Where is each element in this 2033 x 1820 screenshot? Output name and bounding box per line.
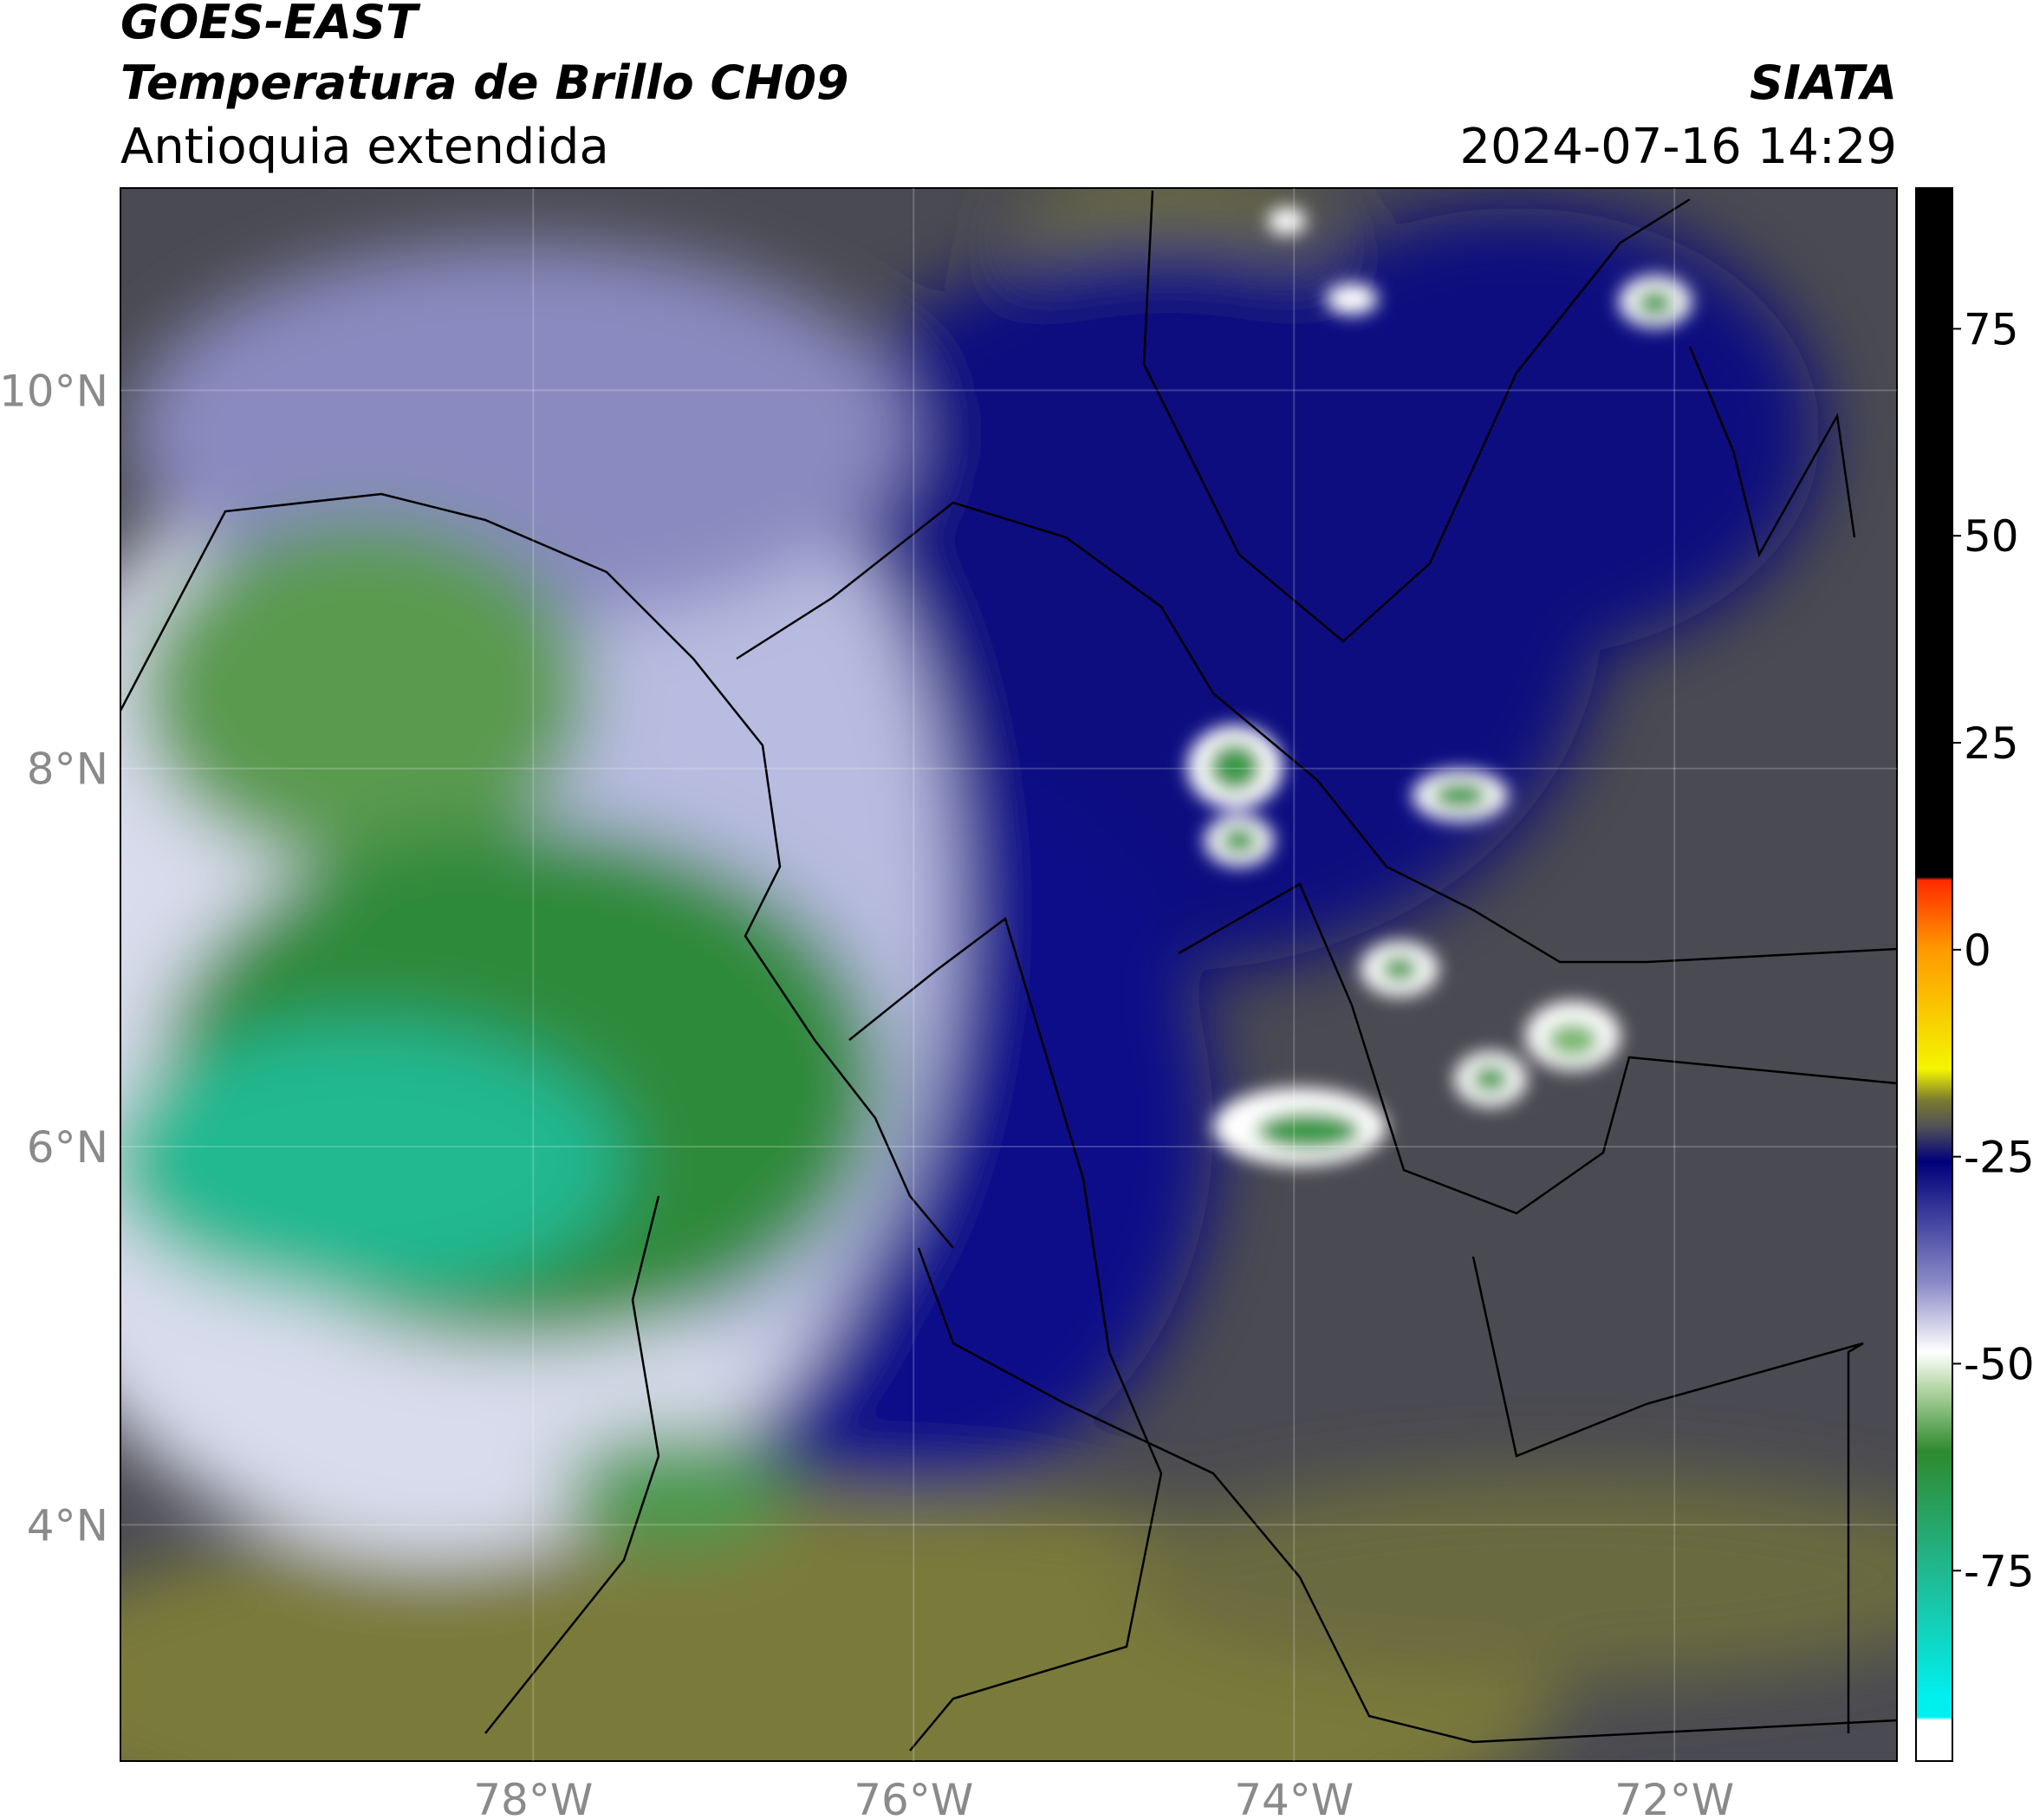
subtitle: Temperatura de Brillo CH09 [120,55,849,110]
colorbar [1915,187,1953,1762]
x-tick-label: 72°W [1614,1775,1734,1820]
y-tick-label: 10°N [0,366,108,416]
y-tick-label: 8°N [27,744,108,795]
colorbar-tick-label: -25 [1964,1133,2033,1183]
datetime: 2024-07-16 14:29 [1459,119,1897,175]
axes: 78°W 76°W 74°W 72°W 10°N 8°N 6°N 4°N 75 50 25 0 -25 -… [0,188,2033,1820]
colorbar-tick-label: 25 [1964,718,2019,769]
satellite-image [120,188,1897,1761]
map-frame [120,187,1898,1762]
colorbar-tick-label: -75 [1964,1546,2033,1596]
x-tick-label: 78°W [473,1775,593,1820]
colorbar-tick-label: 0 [1964,926,1991,976]
x-tick-label: 74°W [1234,1775,1354,1820]
region: Antioquia extendida [120,119,609,175]
x-tick-label: 76°W [854,1775,973,1820]
y-tick-label: 4°N [27,1500,108,1550]
colorbar-tick-label: 50 [1964,511,2019,562]
title: GOES-EAST [120,0,421,49]
colorbar-tick-label: 75 [1964,304,2019,354]
source: SIATA [1750,55,1897,110]
y-tick-label: 6°N [27,1122,108,1173]
colorbar-tick-label: -50 [1964,1339,2033,1389]
